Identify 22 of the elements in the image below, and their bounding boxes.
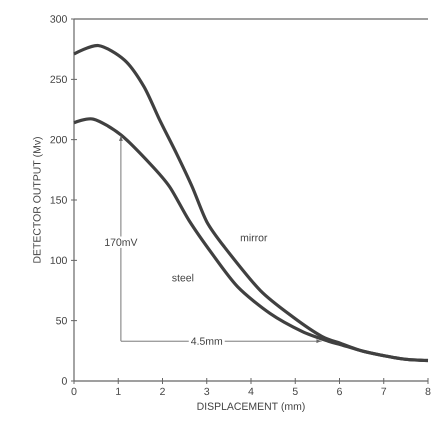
x-tick-label: 3 bbox=[204, 388, 210, 396]
x-tick-label: 6 bbox=[337, 388, 342, 396]
y-tick-label: 250 bbox=[50, 76, 67, 84]
y-axis-title: DETECTOR OUTPUT (Mv) bbox=[32, 137, 43, 263]
y-tick-label: 50 bbox=[56, 316, 67, 324]
y-tick-label: 100 bbox=[50, 256, 67, 264]
y-tick-label: 0 bbox=[62, 377, 67, 385]
x-axis-title: DISPLACEMENT (mm) bbox=[198, 402, 305, 412]
annotation: 4.5mm bbox=[191, 338, 222, 345]
x-tick-label: 2 bbox=[160, 388, 165, 395]
series-label: mirror bbox=[240, 234, 268, 242]
y-tick-label: 200 bbox=[50, 136, 67, 144]
text: steel bbox=[172, 274, 194, 282]
x-tick-label: 1 bbox=[116, 388, 121, 395]
y-tick-label: 300 bbox=[50, 15, 67, 23]
annotation: 170mV bbox=[105, 238, 138, 246]
x-tick-label: 4 bbox=[248, 388, 254, 395]
y-tick-label: 150 bbox=[50, 196, 67, 204]
x-tick-label: 7 bbox=[381, 388, 386, 395]
x-tick-label: 8 bbox=[426, 388, 430, 396]
x-tick-label: 5 bbox=[292, 388, 298, 395]
x-tick-label: 0 bbox=[72, 388, 76, 396]
